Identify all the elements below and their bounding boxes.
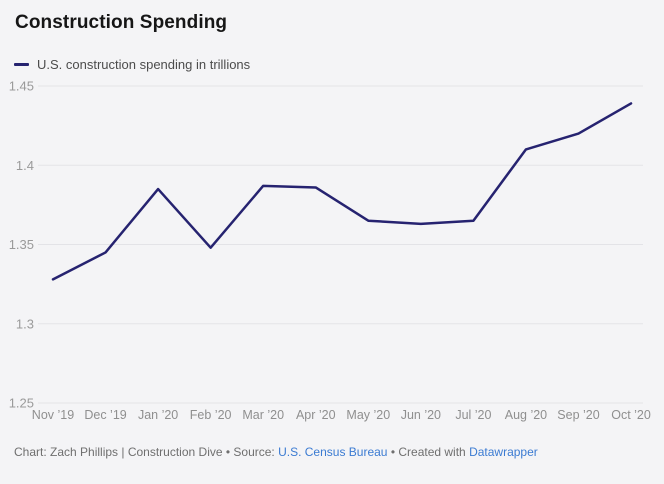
y-axis-tick-label: 1.45 — [9, 79, 34, 94]
footer-created-with: • Created with — [387, 445, 470, 459]
x-axis-tick-label: Nov ’19 — [32, 408, 74, 422]
y-axis-tick-label: 1.35 — [9, 237, 34, 252]
legend: U.S. construction spending in trillions — [14, 57, 250, 72]
x-axis-tick-label: Jun ’20 — [401, 408, 441, 422]
x-axis-tick-label: Aug ’20 — [505, 408, 547, 422]
x-axis-tick-label: Oct ’20 — [611, 408, 651, 422]
x-axis-tick-label: Sep ’20 — [557, 408, 599, 422]
source-link[interactable]: U.S. Census Bureau — [278, 445, 388, 459]
datawrapper-link[interactable]: Datawrapper — [469, 445, 538, 459]
footer-byline: Chart: Zach Phillips | Construction Dive… — [14, 445, 279, 459]
spending-line — [51, 102, 633, 281]
x-axis-tick-label: Mar ’20 — [242, 408, 284, 422]
chart-title: Construction Spending — [15, 12, 228, 33]
x-axis-tick-label: Jul ’20 — [455, 408, 491, 422]
x-axis-tick-label: Jan ’20 — [138, 408, 178, 422]
y-axis-tick-label: 1.4 — [16, 158, 34, 173]
x-axis-tick-label: Feb ’20 — [190, 408, 232, 422]
chart-footer: Chart: Zach Phillips | Construction Dive… — [14, 445, 538, 459]
x-axis-tick-label: Apr ’20 — [296, 408, 336, 422]
legend-line-swatch — [14, 63, 29, 66]
y-axis-tick-label: 1.3 — [16, 316, 34, 331]
y-axis-tick-label: 1.25 — [9, 396, 34, 411]
x-axis-tick-label: Dec ’19 — [84, 408, 126, 422]
legend-label: U.S. construction spending in trillions — [37, 57, 251, 72]
line-chart: 1.25 1.3 1.35 1.4 1.45 Nov ’19 Dec ’19 Jan ’20 F… — [9, 79, 651, 423]
x-axis-tick-label: May ’20 — [346, 408, 390, 422]
